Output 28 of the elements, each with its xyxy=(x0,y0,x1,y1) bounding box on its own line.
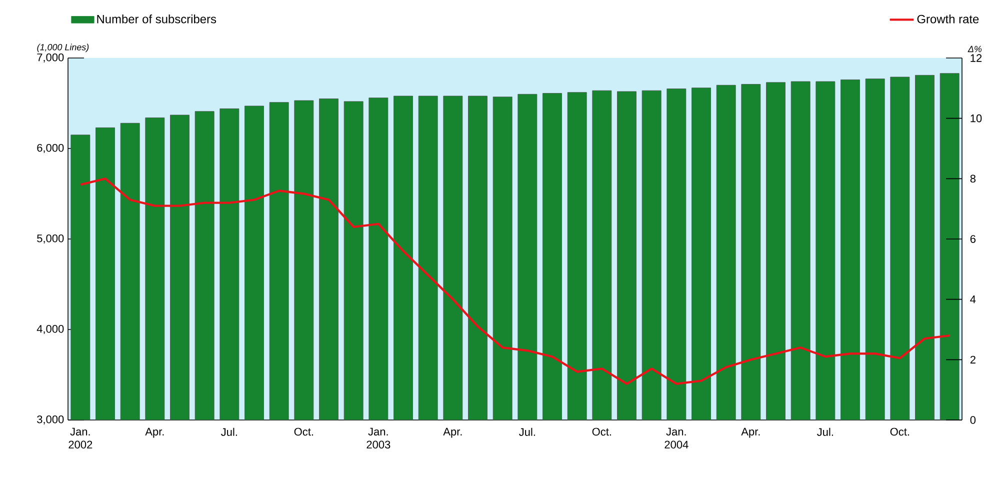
y2-tick-label: 10 xyxy=(970,114,982,122)
x-tick-label: Jul. xyxy=(817,428,833,436)
legend-label: Growth rate xyxy=(917,14,979,24)
x-tick-label: Jul. xyxy=(519,428,535,436)
y-axis-title: (1,000 Lines) xyxy=(37,44,89,52)
y-tick-label: 3,000 xyxy=(37,415,64,425)
y2-axis-title: Δ% xyxy=(968,46,982,52)
y2-tick-label: 6 xyxy=(970,235,976,243)
y-tick-label: 5,000 xyxy=(37,234,64,244)
x-tick-label: Apr. xyxy=(145,428,164,438)
legend-label: Number of subscribers xyxy=(97,14,216,24)
y-tick-label: 4,000 xyxy=(36,324,64,334)
y2-tick-label: 12 xyxy=(970,54,982,62)
y2-tick-label: 4 xyxy=(970,296,976,304)
y-tick-label: 6,000 xyxy=(37,144,64,154)
y-tick-label: 7,000 xyxy=(37,53,64,63)
y2-tick-label: 0 xyxy=(970,416,976,424)
x-tick-label: Oct. xyxy=(890,428,910,436)
x-tick-label: Jul. xyxy=(221,428,237,436)
x-tick-label: Jan. 2002 xyxy=(68,428,92,449)
x-tick-label: Jan. 2004 xyxy=(664,428,688,449)
x-tick-label: Jan. 2003 xyxy=(366,428,390,449)
y2-tick-label: 2 xyxy=(970,356,976,364)
y2-tick-label: 8 xyxy=(970,174,976,183)
x-tick-label: Oct. xyxy=(294,428,313,436)
x-tick-label: Oct. xyxy=(592,428,611,436)
x-tick-label: Apr. xyxy=(741,428,760,438)
x-tick-label: Apr. xyxy=(443,428,462,438)
